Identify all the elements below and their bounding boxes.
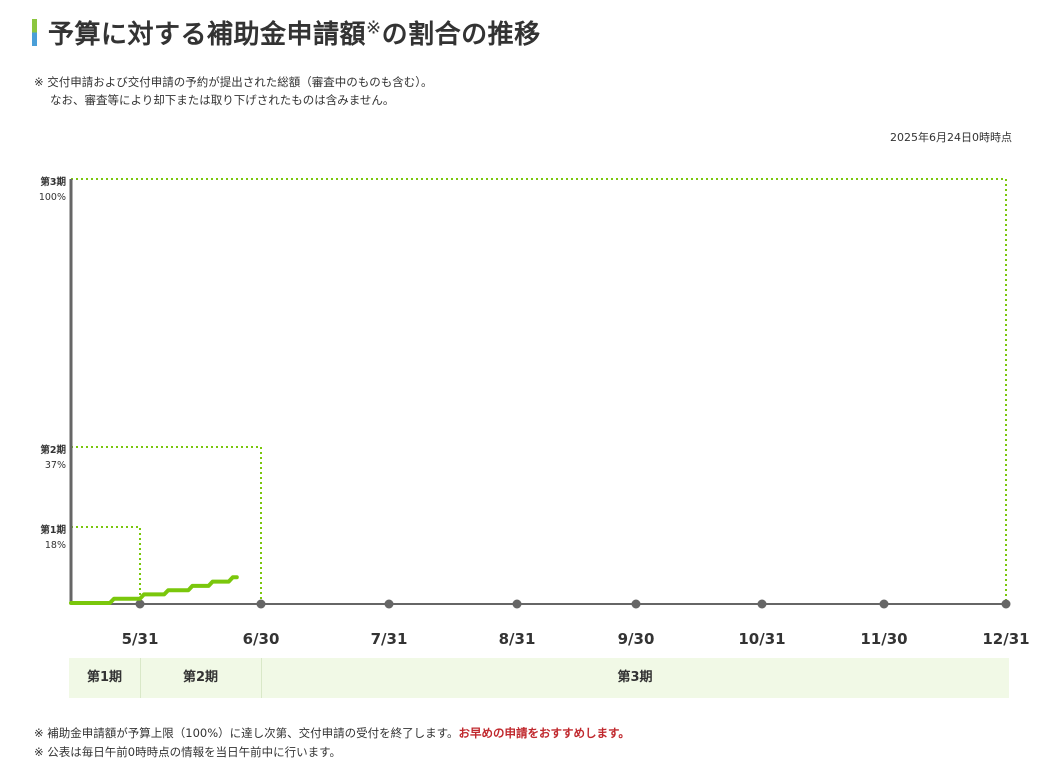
page-header: 予算に対する補助金申請額※の割合の推移 <box>32 14 541 50</box>
as-of-timestamp: 2025年6月24日0時時点 <box>890 131 1012 144</box>
page-title: 予算に対する補助金申請額※の割合の推移 <box>48 16 541 50</box>
x-tick-label-7: 11/30 <box>860 630 907 648</box>
x-tick-dot-1 <box>135 599 145 609</box>
threshold-value-label-1: 18% <box>45 540 66 551</box>
threshold-phase-label-3: 第3期 <box>40 176 66 188</box>
threshold-line-1 <box>71 526 141 604</box>
x-tick-dot-8 <box>1001 599 1011 609</box>
title-accent-bar <box>32 18 37 46</box>
x-tick-label-4: 8/31 <box>499 630 536 648</box>
title-footnote-mark: ※ <box>366 16 382 38</box>
x-tick-dot-2 <box>256 599 266 609</box>
note-top: ※ 交付申請および交付申請の予約が提出された総額（審査中のものも含む）。 なお、… <box>34 73 433 109</box>
threshold-phase-label-1: 第1期 <box>40 524 66 536</box>
x-tick-label-8: 12/31 <box>982 630 1029 648</box>
phase-separator-1 <box>140 658 141 698</box>
note-bottom-line1: ※ 補助金申請額が予算上限（100%）に達し次第、交付申請の受付を終了します。お… <box>34 726 630 740</box>
note-top-line1: ※ 交付申請および交付申請の予約が提出された総額（審査中のものも含む）。 <box>34 75 433 89</box>
apply-early-emphasis: お早めの申請をおすすめします。 <box>458 726 630 740</box>
x-tick-dot-4 <box>512 599 522 609</box>
note-top-line2: なお、審査等により却下または取り下げされたものは含みません。 <box>50 93 395 107</box>
x-tick-label-1: 5/31 <box>122 630 159 648</box>
x-tick-dot-3 <box>384 599 394 609</box>
x-tick-label-5: 9/30 <box>618 630 655 648</box>
phase-separator-2 <box>261 658 262 698</box>
threshold-line-2 <box>71 446 262 604</box>
note-bottom-line2: ※ 公表は毎日午前0時時点の情報を当日午前中に行います。 <box>34 745 341 759</box>
phase-label-3: 第3期 <box>617 670 653 685</box>
notes-bottom: ※ 補助金申請額が予算上限（100%）に達し次第、交付申請の受付を終了します。お… <box>34 724 630 762</box>
threshold-value-label-3: 100% <box>39 192 66 203</box>
x-tick-dot-6 <box>757 599 767 609</box>
x-tick-label-3: 7/31 <box>371 630 408 648</box>
series-line-1 <box>69 575 239 605</box>
x-tick-dot-7 <box>879 599 889 609</box>
threshold-value-label-2: 37% <box>45 460 66 471</box>
x-tick-label-6: 10/31 <box>738 630 785 648</box>
x-tick-dot-5 <box>631 599 641 609</box>
threshold-line-3 <box>71 178 1007 604</box>
phase-label-2: 第2期 <box>182 670 219 685</box>
phase-label-1: 第1期 <box>86 670 123 685</box>
threshold-phase-label-2: 第2期 <box>40 444 66 456</box>
phase-band: 第1期 第2期 第3期 <box>69 658 1009 698</box>
x-tick-label-2: 6/30 <box>243 630 280 648</box>
